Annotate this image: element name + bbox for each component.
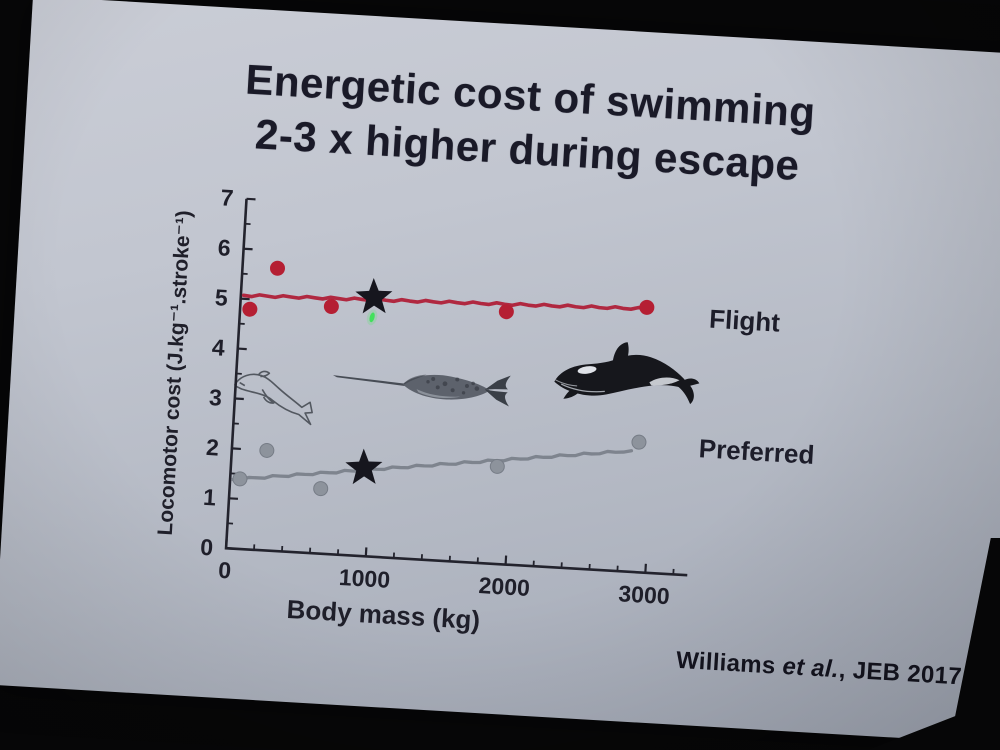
x-major-tick [364,547,368,557]
preferred-trend-line [231,449,634,482]
x-tick-label: 2000 [478,572,531,601]
preferred-point [631,434,647,450]
y-major-tick [246,197,256,201]
dolphin-sketch [234,370,313,426]
y-tick-label: 6 [217,234,231,261]
y-major-tick [237,347,247,351]
preferred-point [232,471,248,487]
y-tick-label: 7 [220,184,234,211]
x-major-tick [224,539,228,549]
y-tick-label: 4 [211,334,225,361]
y-major-tick [243,247,253,251]
preferred-point [313,481,329,497]
flight-point [242,301,258,317]
laser-pointer-dot [366,309,378,326]
x-tick-label: 3000 [618,580,671,609]
y-major-tick [234,397,244,401]
narwhal-illustration [332,374,511,407]
y-major-tick [231,447,241,451]
y-tick-label: 0 [200,534,214,561]
y-tick-label: 1 [202,484,216,511]
y-tick-label: 3 [208,384,222,411]
x-major-tick [504,555,508,565]
flight-trend-line [241,293,649,311]
citation-etal: et al. [781,652,840,684]
citation-authors: Williams [675,646,784,680]
preferred-point [489,458,505,474]
flight-point [270,260,286,276]
y-tick-label: 5 [214,284,228,311]
flight-point [323,298,339,314]
x-major-tick [644,563,647,573]
y-major-tick [240,297,250,301]
x-axis-label: Body mass (kg) [286,594,481,635]
y-axis-label: Locomotor cost (J.kg⁻¹.stroke⁻¹) [154,210,196,536]
y-tick-label: 2 [205,434,219,461]
preferred-point [259,442,275,458]
citation-journal: , JEB 2017 [838,656,963,691]
flight-point [639,299,655,315]
flight-point [498,304,514,320]
preferred-series-label: Preferred [698,433,815,470]
orca-illustration [554,342,700,405]
preferred-star [345,448,383,485]
x-tick-label: 0 [218,557,232,584]
flight-series-label: Flight [708,304,781,338]
x-tick-label: 1000 [338,564,391,593]
y-major-tick [228,497,239,500]
flight-star [355,277,393,314]
y-major-tick [225,547,236,550]
